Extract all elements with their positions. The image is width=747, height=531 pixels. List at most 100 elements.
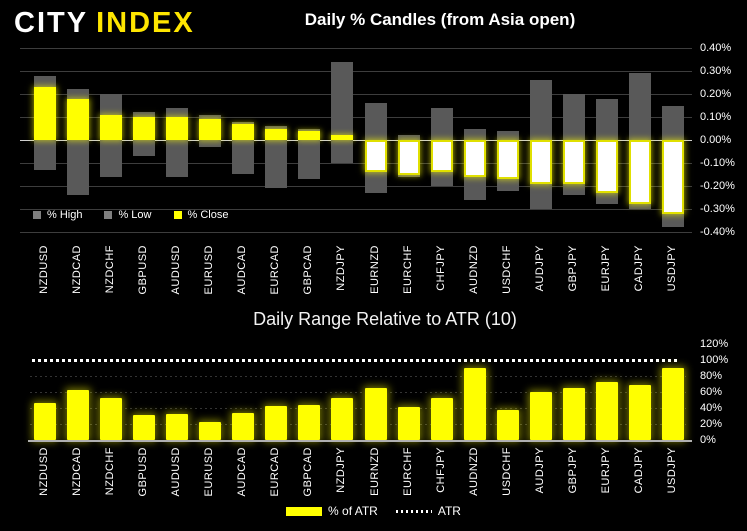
pct-of-atr-swatch-icon <box>286 506 323 516</box>
x-label-USDCHF: USDCHF <box>500 245 513 294</box>
close-candle-USDCHF <box>496 140 519 180</box>
low-swatch-icon <box>104 211 113 219</box>
close-candle-EURJPY <box>596 140 619 193</box>
gridline <box>20 208 692 210</box>
atr-bar-GBPCAD <box>298 404 321 440</box>
x-label-USDJPY: USDJPY <box>666 245 679 292</box>
legend-label-high: % High <box>47 209 83 221</box>
legend-item-close: % Close <box>173 209 229 221</box>
x-label-AUDJPY: AUDJPY <box>534 245 547 292</box>
y-tick-label: 0% <box>700 434 716 446</box>
x-label-EURNZD: EURNZD <box>368 447 381 496</box>
top-chart-legend: % High % Low % Close <box>33 209 228 221</box>
atr-bar-EURCAD <box>265 406 288 440</box>
x-label-NZDCAD: NZDCAD <box>70 245 83 294</box>
x-label-EURUSD: EURUSD <box>203 245 216 295</box>
close-candle-EURCHF <box>397 140 420 175</box>
gridline <box>20 231 692 233</box>
y-tick-label: 0.10% <box>700 111 732 123</box>
y-tick-label: 0.40% <box>700 42 732 54</box>
atr-bar-NZDCAD <box>66 390 89 440</box>
y-tick-label: 0.00% <box>700 134 732 146</box>
atr-bar-AUDUSD <box>165 414 188 440</box>
y-tick-label: 80% <box>700 370 723 382</box>
y-tick-label: -0.30% <box>700 203 735 215</box>
range-bar-NZDJPY <box>331 61 354 163</box>
x-label-EURJPY: EURJPY <box>600 245 613 292</box>
x-label-NZDJPY: NZDJPY <box>335 245 348 291</box>
x-label-USDCHF: USDCHF <box>500 447 513 496</box>
gridline <box>20 185 692 187</box>
legend-item-pct-of-atr: % of ATR <box>286 504 378 518</box>
x-label-NZDCHF: NZDCHF <box>103 245 116 294</box>
close-candle-AUDNZD <box>463 140 486 177</box>
x-label-GBPJPY: GBPJPY <box>567 447 580 494</box>
x-label-GBPJPY: GBPJPY <box>567 245 580 292</box>
close-candle-EURUSD <box>199 119 222 140</box>
close-candle-EURNZD <box>364 140 387 173</box>
close-candle-AUDUSD <box>165 117 188 140</box>
x-label-EURCHF: EURCHF <box>401 245 414 294</box>
atr-bar-GBPJPY <box>563 388 586 440</box>
close-candle-AUDJPY <box>530 140 553 184</box>
y-tick-label: -0.10% <box>700 157 735 169</box>
atr-bar-AUDNZD <box>463 368 486 440</box>
legend-item-high: % High <box>33 209 82 221</box>
atr-bar-EURCHF <box>397 407 420 440</box>
x-label-AUDNZD: AUDNZD <box>467 447 480 496</box>
y-tick-label: -0.40% <box>700 226 735 238</box>
legend-label-pct-of-atr: % of ATR <box>328 504 378 518</box>
x-label-NZDCAD: NZDCAD <box>70 447 83 496</box>
atr-bar-NZDUSD <box>33 403 56 440</box>
x-label-EURCHF: EURCHF <box>401 447 414 496</box>
y-tick-label: 40% <box>700 402 723 414</box>
x-label-GBPCAD: GBPCAD <box>302 447 315 497</box>
atr-reference-line <box>32 359 680 362</box>
x-label-CADJPY: CADJPY <box>633 245 646 292</box>
close-candle-NZDCAD <box>66 98 89 140</box>
close-swatch-icon <box>173 211 182 219</box>
x-label-CADJPY: CADJPY <box>633 447 646 494</box>
x-label-NZDJPY: NZDJPY <box>335 447 348 493</box>
close-candle-USDJPY <box>662 140 685 214</box>
close-candle-CHFJPY <box>430 140 453 173</box>
bottom-chart-legend: % of ATR ATR <box>0 504 747 518</box>
x-label-AUDNZD: AUDNZD <box>467 245 480 294</box>
atr-bar-EURNZD <box>364 388 387 440</box>
x-label-USDJPY: USDJPY <box>666 447 679 494</box>
x-label-EURJPY: EURJPY <box>600 447 613 494</box>
y-tick-label: 0.20% <box>700 88 732 100</box>
atr-plot <box>28 344 690 440</box>
close-candle-EURCAD <box>265 128 288 140</box>
atr-bar-NZDJPY <box>331 397 354 440</box>
close-candle-NZDJPY <box>331 135 354 140</box>
x-label-GBPUSD: GBPUSD <box>136 245 149 295</box>
gridline <box>20 116 692 118</box>
gridline <box>20 162 692 164</box>
x-label-EURNZD: EURNZD <box>368 245 381 294</box>
bottom-chart-x-axis: NZDUSD NZDCAD NZDCHF GBPUSD AUDUSD EURUSD AUDC… <box>28 447 690 509</box>
x-label-GBPCAD: GBPCAD <box>302 245 315 295</box>
y-tick-label: 120% <box>700 338 729 350</box>
y-tick-label: 0.30% <box>700 65 732 77</box>
range-bar-GBPCAD <box>298 128 321 180</box>
gridline <box>20 70 692 72</box>
legend-label-atr: ATR <box>437 504 461 518</box>
y-tick-label: -0.20% <box>700 180 735 192</box>
atr-bar-CADJPY <box>629 384 652 440</box>
x-label-GBPUSD: GBPUSD <box>136 447 149 497</box>
logo-index: INDEX <box>96 7 195 39</box>
x-label-EURUSD: EURUSD <box>203 447 216 497</box>
gridline <box>30 407 686 409</box>
bottom-chart-y-axis: 120% 100% 80% 60% 40% 20% 0% <box>700 0 747 531</box>
atr-bar-AUDJPY <box>530 392 553 440</box>
x-label-NZDUSD: NZDUSD <box>37 447 50 496</box>
x-label-AUDUSD: AUDUSD <box>169 447 182 497</box>
y-tick-label: 100% <box>700 354 729 366</box>
x-label-NZDUSD: NZDUSD <box>37 245 50 294</box>
legend-label-close: % Close <box>187 209 229 221</box>
legend-item-low: % Low <box>104 209 152 221</box>
y-tick-label: 60% <box>700 386 723 398</box>
city-index-logo: CITY INDEX <box>14 7 195 40</box>
x-label-AUDJPY: AUDJPY <box>534 447 547 494</box>
